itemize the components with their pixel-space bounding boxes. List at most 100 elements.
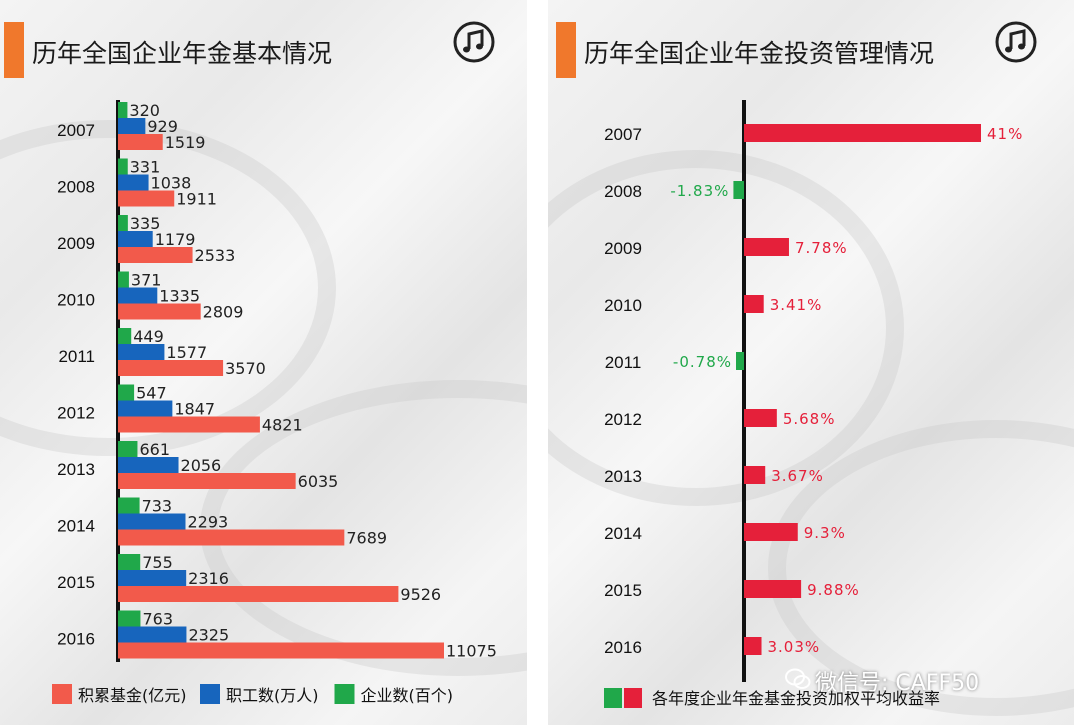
bar-1 — [118, 344, 165, 360]
data-label: 2533 — [195, 246, 236, 265]
data-label: 9.88% — [807, 581, 860, 599]
y-tick-label: 2016 — [57, 630, 95, 649]
y-tick-label: 2014 — [57, 517, 95, 536]
data-label: 733 — [142, 497, 173, 516]
data-label: 1519 — [165, 133, 206, 152]
data-label: 1335 — [159, 287, 200, 306]
legend-swatch — [624, 688, 642, 708]
data-label: 320 — [129, 101, 160, 120]
data-label: 4821 — [262, 416, 303, 435]
bar-2 — [118, 529, 345, 546]
bar-0 — [118, 441, 138, 457]
y-tick-label: 2008 — [604, 182, 642, 201]
data-label: 755 — [142, 553, 173, 572]
data-label: 3.03% — [768, 638, 821, 656]
title-accent-bar — [556, 22, 576, 78]
return-bar — [736, 352, 744, 370]
bar-2 — [118, 473, 296, 489]
y-tick-label: 2008 — [57, 178, 95, 197]
bar-0 — [118, 271, 129, 288]
bar-2 — [118, 190, 175, 207]
bar-1 — [118, 513, 186, 530]
bar-2 — [118, 642, 444, 659]
legend-label: 企业数(百个) — [361, 686, 454, 705]
data-label: 371 — [131, 271, 162, 290]
legend-swatch — [334, 684, 355, 704]
bar-2 — [118, 586, 399, 602]
data-label: -1.83% — [670, 182, 729, 200]
watermark-text: 微信号: CAFF50 — [815, 671, 980, 696]
bar-2 — [118, 360, 224, 376]
bar-0 — [118, 610, 141, 627]
data-label: 1577 — [166, 343, 207, 362]
y-tick-label: 2013 — [57, 460, 95, 479]
data-label: 2809 — [203, 303, 244, 322]
data-label: 3.41% — [770, 296, 823, 314]
return-bar — [744, 409, 777, 427]
y-tick-label: 2010 — [604, 296, 642, 315]
music-note-icon[interactable] — [994, 20, 1038, 64]
data-label: 1038 — [151, 174, 192, 193]
y-tick-label: 2009 — [57, 234, 95, 253]
data-label: 9.3% — [804, 524, 846, 542]
bar-1 — [118, 118, 146, 134]
y-tick-label: 2012 — [57, 404, 95, 423]
y-tick-label: 2013 — [604, 467, 642, 486]
bar-0 — [118, 215, 128, 231]
return-bar — [744, 466, 766, 484]
bar-1 — [118, 626, 187, 643]
return-bar — [744, 523, 798, 541]
data-label: 5.68% — [783, 410, 836, 428]
data-label: 2316 — [188, 569, 229, 588]
right-bar-chart: 2007 41% 2008 -1.83% 2009 7.78% 2010 3.41% 2011 -… — [604, 100, 1022, 708]
return-bar — [744, 238, 789, 256]
data-label: 335 — [130, 214, 161, 233]
bar-1 — [118, 174, 149, 191]
bar-0 — [118, 328, 132, 344]
data-label: 3570 — [225, 359, 266, 378]
bar-0 — [118, 158, 128, 175]
bar-1 — [118, 231, 153, 247]
legend-label: 各年度企业年金基金投资加权平均收益率 — [652, 689, 940, 708]
music-note-icon[interactable] — [452, 20, 496, 64]
data-label: 1911 — [176, 190, 217, 209]
y-tick-label: 2009 — [604, 239, 642, 258]
return-bar — [744, 295, 764, 313]
return-bar — [733, 181, 744, 199]
return-bar — [744, 580, 802, 598]
data-label: 9526 — [400, 585, 441, 604]
data-label: 1179 — [155, 230, 196, 249]
data-label: -0.78% — [673, 353, 732, 371]
bar-2 — [118, 134, 163, 150]
data-label: 661 — [139, 440, 170, 459]
data-label: 331 — [130, 158, 161, 177]
y-tick-label: 2014 — [604, 524, 642, 543]
y-tick-label: 2007 — [604, 125, 642, 144]
y-tick-label: 2011 — [605, 353, 642, 372]
bar-1 — [118, 457, 179, 473]
y-tick-label: 2007 — [57, 121, 95, 140]
bar-2 — [118, 247, 193, 263]
legend-swatch — [52, 684, 72, 704]
bar-1 — [118, 400, 173, 417]
data-label: 929 — [147, 117, 178, 136]
data-label: 6035 — [298, 472, 339, 491]
data-label: 547 — [136, 384, 167, 403]
data-label: 7689 — [346, 529, 387, 548]
return-bar — [744, 637, 762, 655]
y-tick-label: 2015 — [604, 581, 642, 600]
y-tick-label: 2012 — [604, 410, 642, 429]
wechat-icon — [785, 668, 811, 689]
left-chart-panel: 历年全国企业年金基本情况 2007 320 929 1519 2008 331 1038 19… — [0, 0, 527, 725]
bar-1 — [118, 570, 187, 586]
y-tick-label: 2010 — [57, 291, 95, 310]
data-label: 7.78% — [795, 239, 848, 257]
y-tick-label: 2015 — [57, 573, 95, 592]
return-bar — [744, 124, 981, 142]
legend-label: 职工数(万人) — [226, 686, 319, 705]
legend-swatch — [200, 684, 220, 704]
y-tick-label: 2016 — [604, 638, 642, 657]
data-label: 11075 — [446, 642, 497, 661]
data-label: 1847 — [174, 400, 215, 419]
right-chart-title: 历年全国企业年金投资管理情况 — [584, 39, 935, 68]
